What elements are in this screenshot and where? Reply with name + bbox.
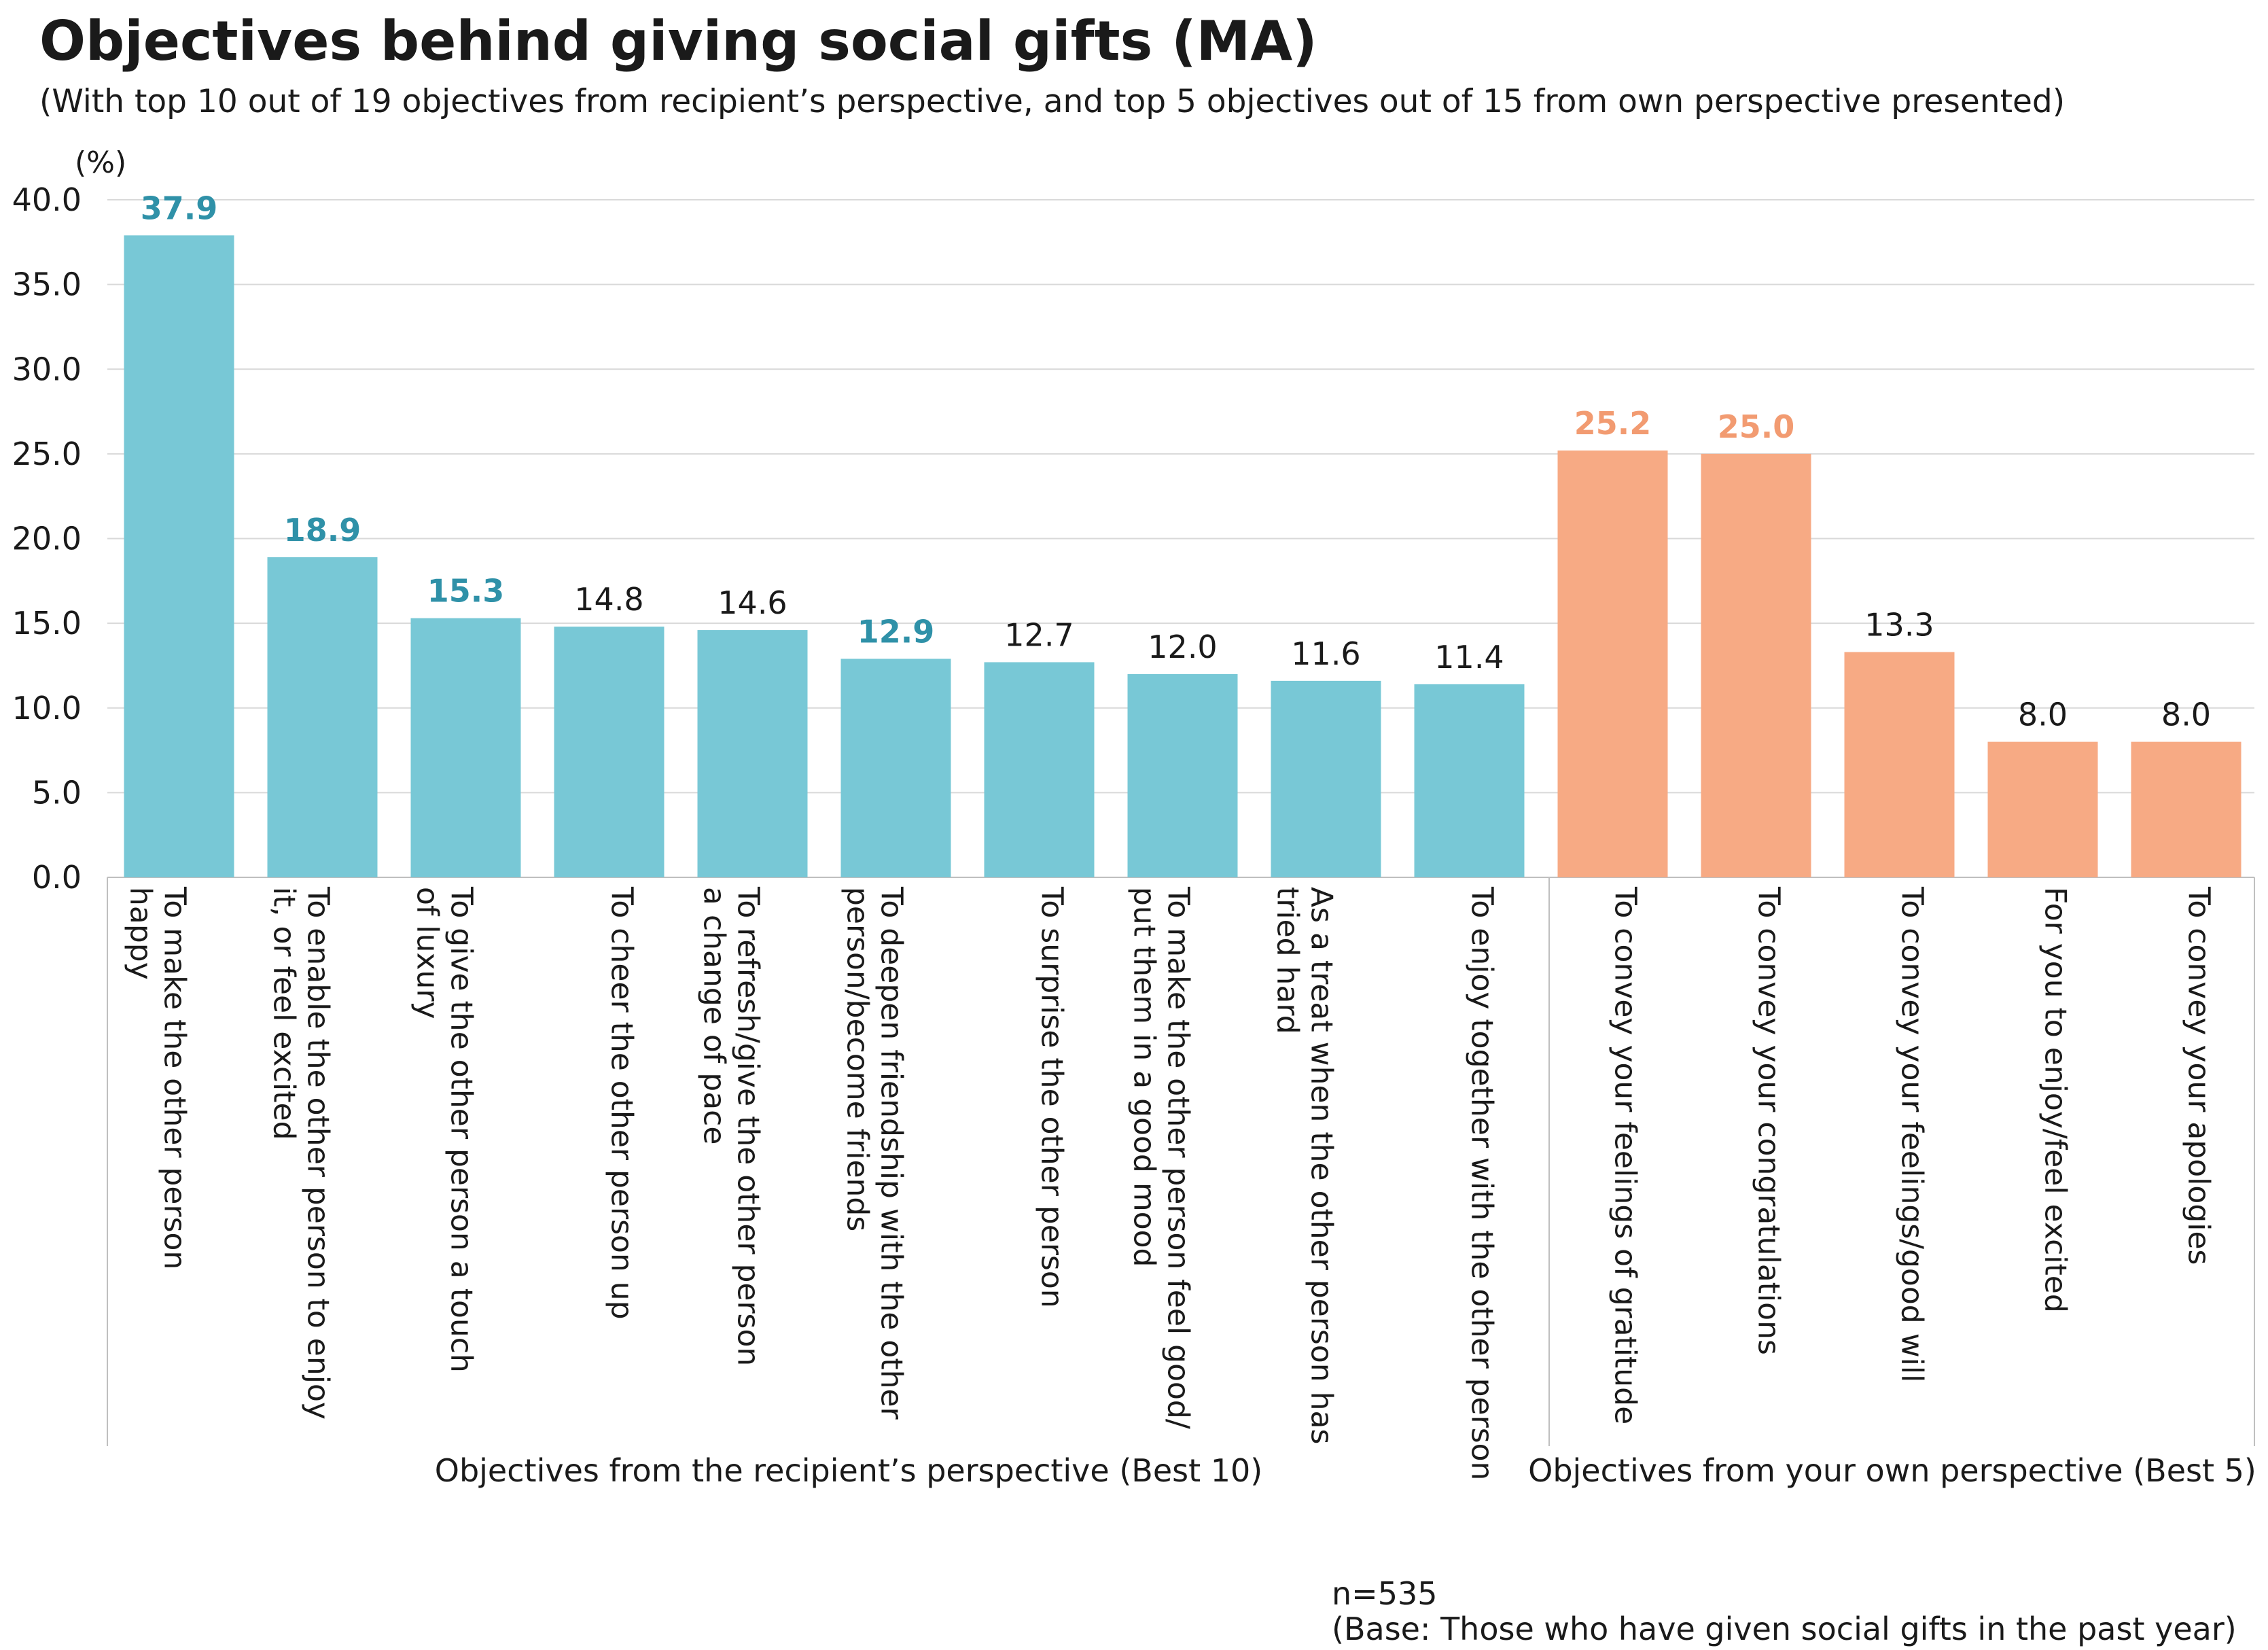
category-label: As a treat when the other person hastrie… — [1271, 887, 1339, 1444]
bar-value-label: 25.2 — [1574, 405, 1652, 442]
bar-value-label: 13.3 — [1864, 606, 1934, 643]
bar-value-label: 8.0 — [2161, 697, 2211, 733]
y-tick-label: 5.0 — [32, 774, 82, 811]
y-tick-label: 20.0 — [12, 521, 82, 557]
bar — [840, 659, 951, 877]
category-label: To convey your feelings of gratitude — [1608, 886, 1643, 1424]
y-tick-label: 30.0 — [12, 351, 82, 387]
group-label-own: Objectives from your own perspective (Be… — [1528, 1452, 2256, 1489]
category-label: To make the other personhappy — [124, 886, 192, 1269]
bar — [2131, 741, 2242, 877]
sample-size-note: n=535 — [1332, 1575, 1438, 1612]
y-tick-label: 10.0 — [12, 690, 82, 726]
category-label: For you to enjoy/feel excited — [2038, 887, 2073, 1313]
y-tick-label: 0.0 — [32, 859, 82, 896]
category-label-line: For you to enjoy/feel excited — [2038, 887, 2073, 1313]
category-label-line: person/become friends — [840, 887, 875, 1231]
category-label: To deepen friendship with the otherperso… — [840, 886, 909, 1420]
bar-value-label: 25.0 — [1718, 408, 1795, 445]
bar-value-label: 15.3 — [427, 573, 505, 610]
category-label: To surprise the other person — [1035, 886, 1069, 1308]
bar — [1987, 741, 2098, 877]
category-label-line: put them in a good mood — [1127, 887, 1162, 1267]
category-label-line: To convey your feelings/good will — [1895, 886, 1930, 1382]
category-label-line: it, or feel excited — [267, 887, 302, 1140]
category-label-line: To make the other person feel good/ — [1161, 886, 1196, 1429]
y-tick-label: 25.0 — [12, 436, 82, 472]
bar-value-label: 11.4 — [1434, 639, 1504, 675]
bar-value-label: 14.8 — [574, 581, 643, 618]
bar — [554, 627, 665, 877]
chart-subtitle: (With top 10 out of 19 objectives from r… — [39, 83, 2066, 120]
category-label: To refresh/give the other persona change… — [697, 886, 766, 1366]
bar-value-label: 8.0 — [2018, 697, 2068, 733]
category-label: To convey your feelings/good will — [1895, 886, 1930, 1382]
chart-title: Objectives behind giving social gifts (M… — [39, 10, 1317, 73]
bar-value-label: 18.9 — [284, 512, 361, 548]
category-label: To convey your apologies — [2182, 886, 2216, 1265]
bar-value-label: 11.6 — [1291, 635, 1360, 672]
category-label-line: happy — [124, 887, 158, 980]
bar — [267, 557, 378, 877]
group-label-recipient: Objectives from the recipient’s perspect… — [435, 1452, 1262, 1489]
category-label-line: a change of pace — [697, 887, 732, 1144]
category-label: To enable the other person to enjoyit, o… — [267, 886, 336, 1420]
category-label-line: To enable the other person to enjoy — [301, 886, 336, 1420]
bar — [1701, 453, 1811, 877]
bar — [1414, 684, 1525, 877]
bar — [410, 618, 521, 877]
category-label-line: To convey your apologies — [2182, 886, 2216, 1265]
bar-value-label: 12.9 — [857, 613, 935, 650]
bar — [697, 630, 808, 877]
category-label: To convey your congratulations — [1752, 886, 1786, 1355]
category-label-line: To cheer the other person up — [605, 886, 639, 1320]
category-label-line: To enjoy together with the other person — [1465, 886, 1500, 1480]
category-label: To cheer the other person up — [605, 886, 639, 1320]
bar — [1557, 450, 1668, 877]
bar — [124, 235, 234, 877]
category-label-line: To convey your feelings of gratitude — [1608, 886, 1643, 1424]
base-note: (Base: Those who have given social gifts… — [1332, 1611, 2237, 1647]
category-label-line: To surprise the other person — [1035, 886, 1069, 1308]
y-tick-label: 35.0 — [12, 266, 82, 303]
category-label: To enjoy together with the other person — [1465, 886, 1500, 1480]
category-label-line: As a treat when the other person has — [1305, 887, 1339, 1444]
category-label-line: To convey your congratulations — [1752, 886, 1786, 1355]
bar-value-label: 37.9 — [141, 190, 218, 226]
category-label: To give the other person a touchof luxur… — [410, 886, 479, 1373]
category-label-line: tried hard — [1271, 887, 1305, 1034]
category-label: To make the other person feel good/put t… — [1127, 886, 1196, 1429]
bar-value-label: 14.6 — [717, 584, 787, 621]
y-tick-label: 15.0 — [12, 605, 82, 642]
bar — [1127, 673, 1238, 877]
category-label-line: To make the other person — [158, 886, 192, 1269]
category-label-line: of luxury — [410, 887, 445, 1019]
y-axis-unit: (%) — [75, 145, 127, 180]
bar-value-label: 12.0 — [1148, 629, 1217, 665]
y-tick-label: 40.0 — [12, 181, 82, 218]
category-label-line: To deepen friendship with the other — [874, 886, 909, 1420]
bar — [1844, 652, 1955, 877]
category-label-line: To refresh/give the other person — [731, 886, 766, 1366]
category-label-line: To give the other person a touch — [444, 886, 479, 1373]
bar-value-label: 12.7 — [1004, 616, 1074, 653]
bar — [984, 662, 1095, 877]
bar — [1271, 680, 1381, 877]
